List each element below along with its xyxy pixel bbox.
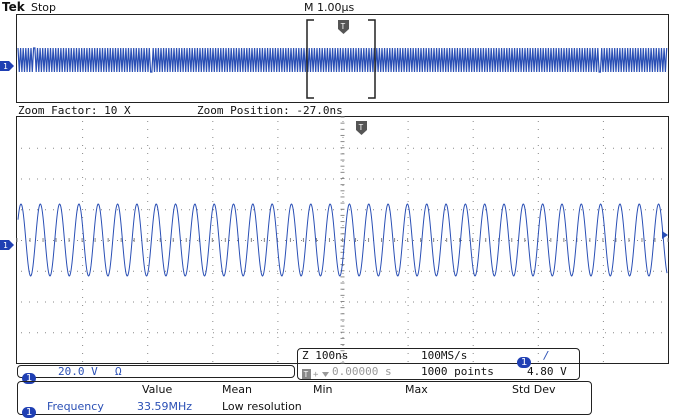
meas-header-value: Value: [142, 383, 173, 396]
meas-value: 33.59MHz: [137, 400, 193, 413]
measurement-panel[interactable]: [17, 381, 592, 415]
meas-name: Frequency: [47, 400, 104, 413]
acquisition-state: Stop: [31, 1, 57, 14]
measurement-row[interactable]: 1 Frequency 33.59MHz Low resolution: [22, 400, 582, 418]
channel-coupling: Ω: [115, 365, 122, 378]
zoom-position: Zoom Position: -27.0ns: [197, 104, 343, 117]
main-timebase: M 1.00μs: [304, 1, 355, 14]
trigger-level-arrow: [662, 231, 668, 239]
channel-badge: 1: [22, 366, 37, 385]
meas-source-badge: 1: [22, 400, 37, 419]
svg-text:1: 1: [3, 241, 8, 250]
zoom-factor: Zoom Factor: 10 X: [18, 104, 131, 117]
channel-scale: 20.0 V: [58, 365, 98, 378]
meas-header-std-dev: Std Dev: [512, 383, 556, 396]
svg-text:T: T: [359, 123, 364, 132]
brand-logo: Tek: [2, 0, 25, 14]
trigger-slope: /: [543, 349, 550, 362]
overview-waveform: [17, 19, 668, 99]
channel-readout[interactable]: [17, 365, 295, 378]
record-length: 1000 points: [421, 365, 494, 378]
trigger-delay-icon: T +: [302, 365, 332, 384]
zoom-region-bracket: [306, 19, 376, 99]
meas-header-min: Min: [313, 383, 333, 396]
zoom-channel-marker: 1: [0, 235, 14, 254]
svg-text:T: T: [304, 370, 309, 379]
svg-text:1: 1: [3, 62, 8, 71]
overview-window[interactable]: [16, 14, 669, 103]
trigger-level: 4.80 V: [527, 365, 567, 378]
acquisition-readout[interactable]: [297, 348, 580, 380]
zoom-trigger-marker: T: [356, 121, 367, 141]
overview-trigger-marker: T: [338, 19, 349, 34]
svg-text:T: T: [341, 22, 346, 31]
trigger-delay: 0.00000 s: [332, 365, 392, 378]
meas-header-mean: Mean: [222, 383, 252, 396]
sample-rate: 100MS/s: [421, 349, 468, 362]
meas-header-max: Max: [405, 383, 428, 396]
meas-mean: Low resolution: [222, 400, 302, 413]
zoom-timebase: Z 100ns: [302, 349, 349, 362]
svg-text:+: +: [313, 370, 319, 380]
trigger-source-badge: 1: [517, 350, 532, 369]
overview-channel-marker: 1: [0, 56, 14, 75]
